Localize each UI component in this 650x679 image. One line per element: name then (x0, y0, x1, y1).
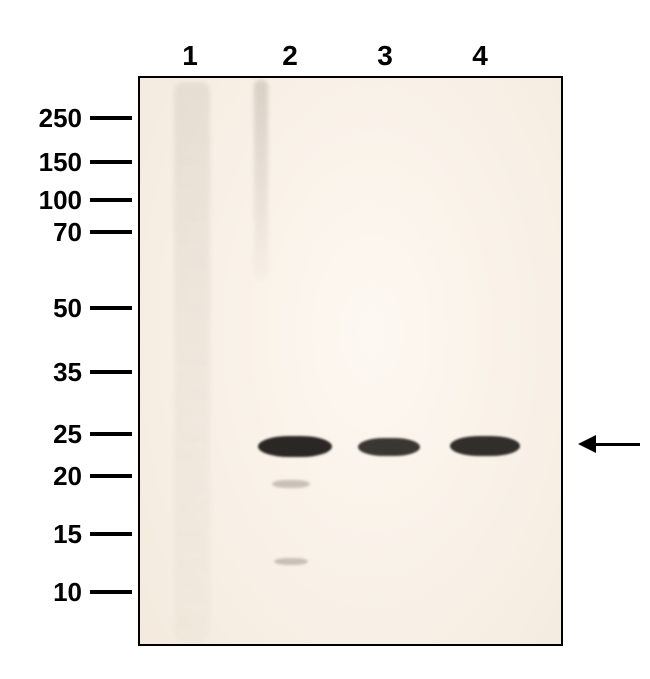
mw-tick (90, 590, 132, 594)
mw-tick (90, 160, 132, 164)
mw-tick (90, 532, 132, 536)
mw-label: 70 (0, 217, 82, 248)
mw-tick (90, 474, 132, 478)
arrow-shaft (596, 443, 640, 446)
lane1-smear (174, 82, 210, 642)
mw-label: 20 (0, 461, 82, 492)
blot-frame (138, 76, 563, 646)
mw-marker-15: 15 (0, 520, 132, 548)
mw-label: 100 (0, 185, 82, 216)
lane-label-1: 1 (176, 40, 204, 72)
band-lane2-faint-20kda (272, 480, 310, 488)
band-lane3-25kda (358, 438, 420, 456)
mw-tick (90, 230, 132, 234)
mw-tick (90, 370, 132, 374)
mw-marker-100: 100 (0, 186, 132, 214)
arrow-head-icon (578, 435, 596, 453)
mw-label: 15 (0, 519, 82, 550)
mw-label: 25 (0, 419, 82, 450)
band-lane2-faint-12kda (274, 558, 308, 565)
mw-label: 150 (0, 147, 82, 178)
lane-label-4: 4 (466, 40, 494, 72)
mw-marker-35: 35 (0, 358, 132, 386)
band-lane2-25kda (258, 436, 332, 457)
mw-tick (90, 306, 132, 310)
western-blot-figure: 1 2 3 4 250 150 100 70 50 35 25 20 15 10 (0, 0, 650, 679)
mw-tick (90, 198, 132, 202)
mw-marker-25: 25 (0, 420, 132, 448)
mw-label: 50 (0, 293, 82, 324)
lane2-top-smear (254, 80, 268, 280)
mw-tick (90, 432, 132, 436)
mw-marker-150: 150 (0, 148, 132, 176)
lane-label-3: 3 (371, 40, 399, 72)
target-band-arrow (578, 435, 640, 453)
lane-label-2: 2 (276, 40, 304, 72)
mw-marker-20: 20 (0, 462, 132, 490)
mw-marker-10: 10 (0, 578, 132, 606)
mw-label: 35 (0, 357, 82, 388)
mw-marker-70: 70 (0, 218, 132, 246)
mw-label: 10 (0, 577, 82, 608)
mw-marker-250: 250 (0, 104, 132, 132)
band-lane4-25kda (450, 436, 520, 456)
mw-marker-50: 50 (0, 294, 132, 322)
mw-tick (90, 116, 132, 120)
mw-label: 250 (0, 103, 82, 134)
